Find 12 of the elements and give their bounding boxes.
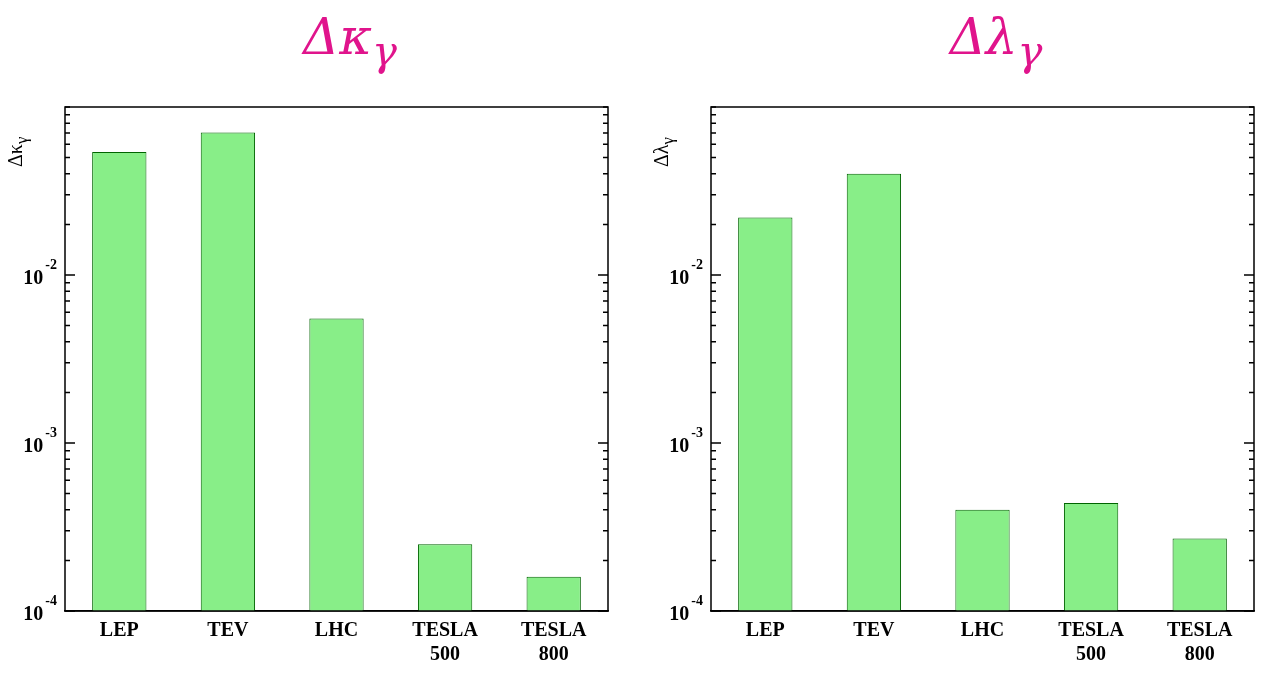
x-tick-label: TESLA 500 (412, 618, 479, 665)
chart-title: Δκ$_{γ}$ (300, 8, 398, 75)
x-tick-label: LHC (314, 618, 359, 641)
x-tick-label: TEV (853, 618, 896, 641)
x-tick-label: LEP (99, 618, 139, 641)
x-tick-label: TESLA 800 (520, 618, 588, 665)
chart-title: Δλ$_{γ}$ (947, 8, 1044, 75)
x-tick-label: TEV (207, 618, 250, 641)
x-tick-label: TESLA 800 (1166, 618, 1234, 665)
x-tick-label: TESLA 500 (1058, 618, 1125, 665)
x-tick-label: LEP (745, 618, 785, 641)
x-tick-label: LHC (960, 618, 1005, 641)
